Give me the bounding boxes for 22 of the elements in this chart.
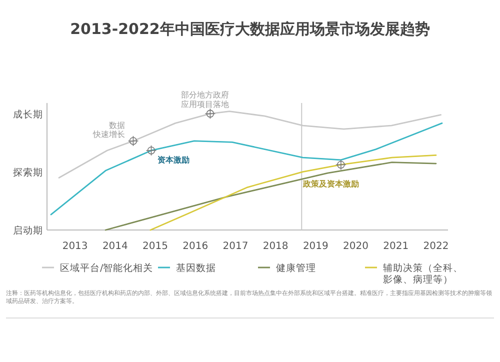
x-tick-label: 2016 [182, 241, 208, 252]
annotation: 资本激励 [157, 155, 190, 164]
x-tick-label: 2015 [142, 241, 168, 252]
chart-title: 2013-2022年中国医疗大数据应用场景市场发展趋势 [70, 20, 430, 38]
text: 成长期 [13, 108, 43, 120]
x-tick-label: 2018 [262, 241, 288, 252]
annotation: 数据快速增长 [92, 120, 126, 140]
text: 启动期 [13, 224, 43, 236]
x-tick-label: 2013 [62, 241, 88, 252]
legend-label: 健康管理 [276, 262, 316, 274]
legend-label: 基因数据 [176, 262, 216, 274]
legend-label: 辅助决策（全科、影像、病理等） [383, 262, 463, 286]
x-tick-label: 2014 [102, 241, 128, 252]
annotation: 部分地方政府应用项目落地 [181, 90, 230, 109]
text: 探索期 [13, 166, 43, 178]
x-tick-label: 2017 [222, 241, 248, 252]
x-tick-label: 2020 [343, 241, 368, 252]
annotation: 政策及资本激励 [302, 180, 359, 189]
legend-label: 区域平台/智能化相关 [60, 262, 154, 274]
x-tick-label: 2021 [383, 241, 409, 252]
x-tick-label: 2022 [423, 241, 449, 252]
x-tick-label: 2019 [302, 241, 328, 252]
